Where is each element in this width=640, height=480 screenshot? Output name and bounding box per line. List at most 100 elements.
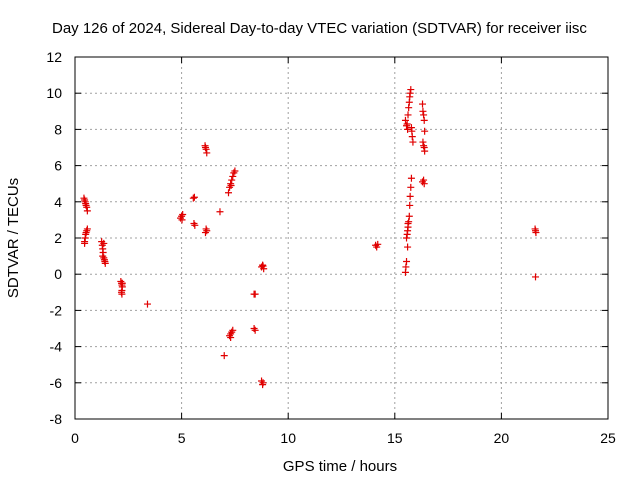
data-point [374, 240, 382, 248]
data-point [227, 182, 235, 190]
data-point [83, 227, 91, 235]
data-point [258, 377, 266, 385]
data-point [81, 196, 89, 204]
y-tick-label: 8 [54, 121, 62, 137]
x-tick-label: 20 [494, 430, 510, 446]
data-point [80, 194, 88, 202]
data-point [216, 208, 224, 216]
data-point [117, 277, 125, 285]
data-point [83, 207, 91, 215]
data-point [229, 326, 237, 334]
data-point [226, 183, 234, 191]
y-tick-label: -2 [50, 302, 63, 318]
data-point [407, 174, 415, 182]
x-tick-label: 15 [387, 430, 403, 446]
data-point [203, 227, 211, 235]
y-tick-label: -4 [50, 339, 63, 355]
data-point [409, 138, 417, 146]
data-point [404, 243, 412, 251]
data-point [403, 120, 411, 128]
data-point [419, 100, 427, 108]
data-point [201, 144, 209, 151]
data-point [420, 116, 428, 124]
data-point [203, 149, 211, 157]
data-point [101, 259, 109, 267]
data-point [82, 229, 90, 237]
x-tick-label: 10 [280, 430, 296, 446]
data-point [202, 145, 210, 153]
data-point [408, 133, 416, 141]
y-tick-label: 10 [46, 85, 62, 101]
data-point [532, 229, 540, 237]
data-point [82, 201, 90, 209]
data-point [191, 221, 199, 229]
data-point [81, 239, 89, 247]
data-point [403, 258, 411, 266]
data-point [220, 352, 228, 360]
data-point [420, 142, 428, 150]
data-point [420, 111, 428, 119]
x-axis-label: GPS time / hours [283, 458, 397, 475]
data-point [118, 279, 126, 287]
data-point [83, 225, 91, 233]
data-point [225, 189, 233, 197]
data-point [118, 290, 126, 298]
data-point [406, 201, 414, 209]
y-tick-label: 2 [54, 230, 62, 246]
data-point [421, 127, 429, 135]
data-point [402, 263, 410, 271]
data-points [80, 86, 540, 389]
y-axis-label: SDTVAR / TECUs [5, 178, 22, 298]
data-point [250, 325, 258, 332]
x-tick-label: 25 [600, 430, 616, 446]
data-point [403, 234, 411, 242]
data-point [189, 194, 197, 202]
y-tick-label: 0 [54, 266, 62, 282]
data-point [407, 183, 415, 191]
data-point [404, 220, 412, 228]
data-point [231, 167, 239, 175]
data-point [230, 169, 238, 177]
data-point [531, 225, 539, 233]
data-point [406, 192, 414, 200]
data-point [406, 89, 414, 97]
data-point [419, 138, 427, 146]
data-point [251, 290, 259, 298]
data-point [100, 254, 108, 262]
y-tick-label: 12 [46, 49, 62, 65]
data-point [227, 334, 235, 342]
data-point [403, 122, 411, 130]
data-point [407, 86, 415, 94]
x-tick-label: 0 [71, 430, 79, 446]
grid-layer [75, 57, 608, 419]
y-tick-label: 4 [54, 194, 62, 210]
data-point [202, 225, 210, 233]
data-point [83, 203, 91, 211]
data-point [420, 180, 428, 188]
data-point [178, 216, 186, 224]
data-point [405, 218, 413, 226]
data-point [259, 262, 267, 270]
data-point [190, 193, 198, 201]
data-point [179, 210, 187, 218]
data-point [190, 220, 198, 228]
data-point [201, 229, 209, 237]
tick-layer: 0 5 10 15 20 25 -8 -6 -4 -2 0 2 4 6 8 10 12 [46, 49, 616, 446]
data-point [420, 176, 428, 184]
data-point [405, 104, 413, 112]
data-point [421, 147, 429, 155]
x-tick-label: 5 [178, 430, 186, 446]
data-point [251, 326, 259, 334]
data-point [143, 300, 151, 308]
data-point [401, 116, 409, 124]
data-point [229, 172, 237, 180]
data-point [532, 273, 540, 281]
data-point [259, 379, 267, 387]
y-tick-label: -8 [50, 411, 63, 427]
data-point [419, 178, 427, 186]
data-point [228, 176, 236, 184]
y-tick-label: -6 [50, 375, 63, 391]
data-point [100, 239, 108, 247]
data-point [404, 111, 412, 119]
